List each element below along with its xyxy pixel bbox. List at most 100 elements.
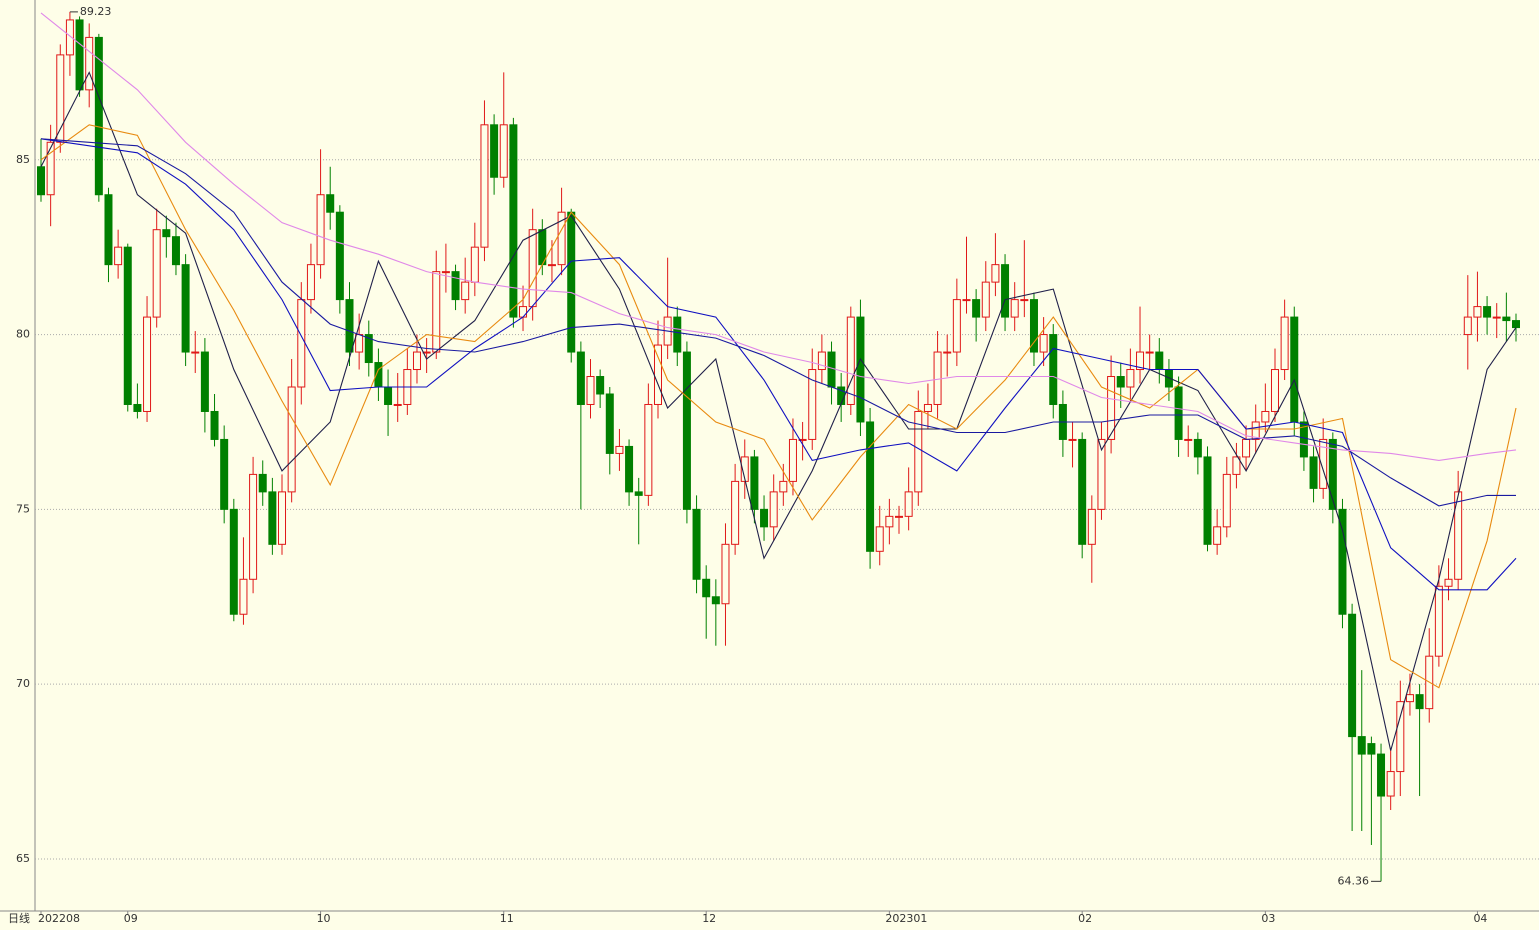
candle-body <box>306 264 315 301</box>
y-tick-label: 70 <box>16 677 30 690</box>
candle-body <box>345 299 354 353</box>
moving-average-line <box>40 124 1517 689</box>
candle-body <box>981 281 990 318</box>
x-tick-label: 11 <box>500 912 514 925</box>
candle-body <box>711 596 720 605</box>
candle-body <box>779 480 788 493</box>
candle-body <box>1473 306 1482 318</box>
candle-body <box>480 124 489 248</box>
candle-body <box>229 508 238 615</box>
candle-body <box>1348 613 1357 738</box>
moving-average-line <box>40 71 1517 751</box>
candle-body <box>586 376 595 405</box>
candle-body <box>1444 578 1453 587</box>
candle-body <box>1184 438 1193 441</box>
candle-body <box>335 211 344 301</box>
candle-body <box>653 344 662 405</box>
y-tick-label: 75 <box>16 502 30 515</box>
moving-average-line <box>40 138 1517 591</box>
low-annotation: 64.36 <box>1338 874 1370 887</box>
candle-body <box>258 473 267 493</box>
candle-body <box>1193 438 1202 458</box>
candle-body <box>1290 316 1299 423</box>
candle-body <box>384 386 393 405</box>
candle-body <box>1126 369 1135 388</box>
candle-body <box>46 141 55 196</box>
candle-body <box>1001 264 1010 318</box>
candle-body <box>895 515 904 518</box>
candle-body <box>104 194 113 266</box>
x-tick-label: 202208 <box>38 912 80 925</box>
candle-body <box>702 578 711 598</box>
candle-body <box>1338 508 1347 615</box>
candle-body <box>393 403 402 406</box>
y-tick-label: 80 <box>16 328 30 341</box>
candle-body <box>1463 316 1472 336</box>
candle-body <box>923 403 932 412</box>
candle-body <box>239 578 248 615</box>
candle-body <box>499 124 508 178</box>
candle-body <box>1039 334 1048 353</box>
candle-body <box>1309 456 1318 489</box>
x-tick-label: 10 <box>317 912 331 925</box>
candle-body <box>1492 316 1501 319</box>
candle-body <box>1107 376 1116 440</box>
candle-body <box>191 351 200 354</box>
candle-body <box>1242 438 1251 458</box>
candle-body <box>1328 438 1337 510</box>
x-tick-label: 04 <box>1473 912 1487 925</box>
candle-body <box>1502 316 1511 322</box>
candle-body <box>634 491 643 496</box>
candle-body <box>171 236 180 266</box>
candle-body <box>297 299 306 388</box>
candle-body <box>441 271 450 274</box>
candle-body <box>210 410 219 440</box>
candle-body <box>875 526 884 552</box>
candle-body <box>37 166 45 196</box>
candle-body <box>1405 694 1414 703</box>
y-tick-label: 65 <box>16 852 30 865</box>
candle-body <box>1367 743 1376 755</box>
candle-body <box>1396 701 1405 773</box>
candle-body <box>278 491 287 545</box>
candle-body <box>1280 316 1289 371</box>
candle-body <box>461 281 470 301</box>
candle-body <box>740 456 749 482</box>
candle-body <box>1029 299 1038 353</box>
candle-body <box>528 229 537 308</box>
candle-body <box>914 410 923 493</box>
candle-body <box>866 421 875 552</box>
candle-body <box>827 351 836 388</box>
candle-body <box>991 264 1000 283</box>
candle-body <box>316 194 325 266</box>
candle-body <box>904 491 913 517</box>
moving-average-line <box>40 12 1517 461</box>
x-tick-label: 03 <box>1261 912 1275 925</box>
candle-body <box>1270 369 1279 412</box>
candle-body <box>962 299 971 302</box>
candle-body <box>788 438 797 482</box>
candle-body <box>615 445 624 454</box>
candle-body <box>673 316 682 353</box>
candle-body <box>856 316 865 423</box>
candle-body <box>162 229 171 238</box>
candle-body <box>750 456 759 510</box>
x-tick-label: 09 <box>124 912 138 925</box>
candle-body <box>644 403 653 496</box>
candle-body <box>123 246 132 405</box>
x-tick-label: 12 <box>702 912 716 925</box>
candle-body <box>181 264 190 353</box>
candle-body <box>451 271 460 301</box>
candle-body <box>1136 351 1145 371</box>
candle-body <box>1049 334 1058 405</box>
candle-body <box>682 351 691 510</box>
candle-body <box>1261 410 1270 423</box>
candle-body <box>798 438 807 441</box>
candle-body <box>287 386 296 493</box>
candle-body <box>326 194 335 213</box>
y-tick-label: 85 <box>16 153 30 166</box>
candle-body <box>268 491 277 545</box>
